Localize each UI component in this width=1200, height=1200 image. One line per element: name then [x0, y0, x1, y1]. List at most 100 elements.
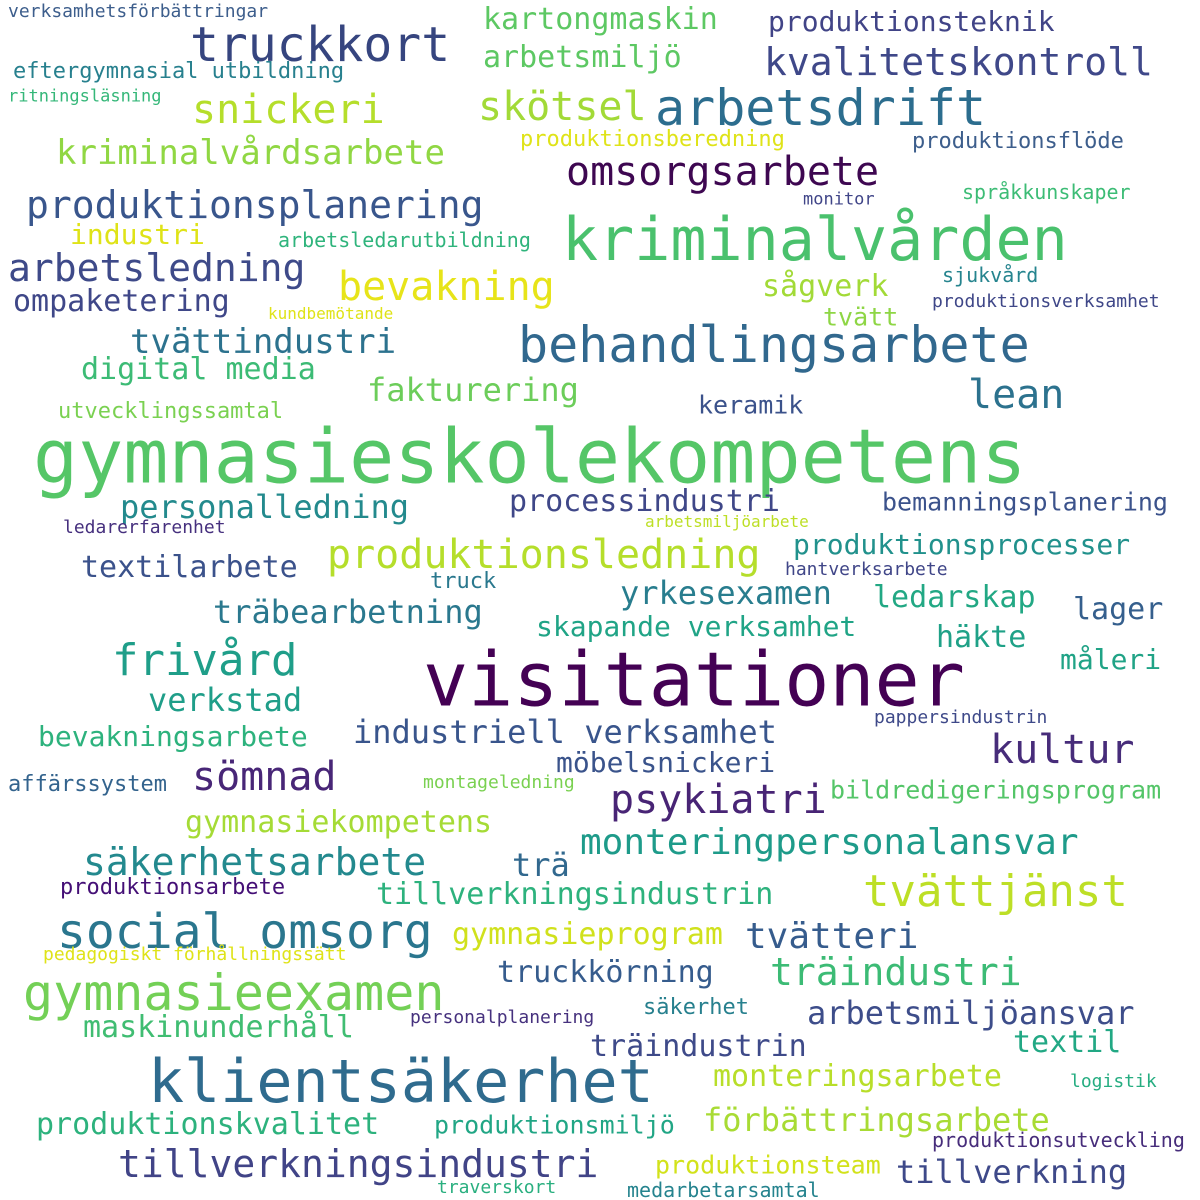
cloud-word: produktionsberedning: [520, 127, 785, 152]
cloud-word: arbetsledarutbildning: [278, 228, 531, 252]
cloud-word: sjukvård: [942, 263, 1039, 287]
cloud-word: bevakning: [338, 264, 555, 310]
cloud-word: fakturering: [367, 371, 579, 409]
cloud-word: träindustrin: [590, 1029, 807, 1064]
cloud-word: produktionsmiljö: [434, 1110, 675, 1140]
cloud-word: visitationer: [423, 635, 965, 724]
cloud-word: kundbemötande: [268, 304, 394, 323]
cloud-word: skötsel: [478, 84, 647, 130]
cloud-word: kriminalvårdsarbete: [56, 133, 445, 173]
cloud-word: produktionsflöde: [912, 129, 1124, 154]
cloud-word: ledarskap: [873, 580, 1036, 615]
cloud-word: ritningsläsning: [8, 86, 162, 107]
cloud-word: textilarbete: [81, 550, 298, 585]
cloud-word: produktionsprocesser: [793, 528, 1131, 561]
cloud-word: möbelsnickeri: [556, 746, 776, 779]
cloud-word: produktionsteam: [655, 1150, 881, 1180]
cloud-word: produktionsutveckling: [932, 1128, 1185, 1152]
cloud-word: tvättindustri: [130, 322, 397, 362]
cloud-word: monteringsarbete: [713, 1059, 1002, 1094]
cloud-word: kvalitetskontroll: [764, 40, 1153, 84]
cloud-word: kartongmaskin: [483, 2, 718, 37]
cloud-word: keramik: [698, 390, 804, 420]
cloud-word: produktionsteknik: [768, 5, 1055, 38]
cloud-word: träindustri: [770, 950, 1022, 994]
cloud-word: klientsäkerhet: [148, 1047, 654, 1117]
cloud-word: textil: [1013, 1025, 1122, 1060]
cloud-word: logistik: [1070, 1071, 1157, 1092]
cloud-word: pappersindustrin: [874, 707, 1048, 728]
cloud-word: behandlingsarbete: [518, 316, 1030, 374]
cloud-word: social omsorg: [57, 904, 433, 960]
cloud-word: omsorgsarbete: [566, 149, 880, 195]
cloud-word: industriell verksamhet: [353, 713, 777, 751]
cloud-word: arbetsdrift: [655, 79, 987, 137]
cloud-word: ompaketering: [13, 284, 230, 319]
cloud-word: lager: [1073, 592, 1164, 627]
cloud-word: personalplanering: [410, 1007, 595, 1028]
cloud-word: trä: [512, 846, 570, 884]
cloud-word: arbetsledning: [8, 246, 306, 290]
cloud-word: gymnasiekompetens: [185, 805, 493, 840]
cloud-word: sömnad: [192, 754, 337, 800]
cloud-word: kultur: [990, 727, 1135, 773]
cloud-word: häkte: [936, 620, 1027, 655]
cloud-word: hantverksarbete: [785, 559, 948, 580]
cloud-word: måleri: [1060, 643, 1162, 676]
cloud-word: produktionskvalitet: [36, 1107, 380, 1142]
cloud-word: truckkort: [190, 17, 451, 73]
cloud-word: truck: [430, 569, 497, 594]
cloud-word: pedagogiskt förhållningssätt: [43, 944, 347, 965]
cloud-word: maskinunderhåll: [83, 1010, 354, 1045]
cloud-word: eftergymnasial utbildning: [13, 59, 345, 84]
cloud-word: verkstad: [148, 681, 303, 719]
cloud-word: bemanningsplanering: [882, 487, 1168, 517]
cloud-word: montageledning: [423, 772, 575, 793]
cloud-word: förbättringsarbete: [703, 1101, 1050, 1139]
cloud-word: snickeri: [192, 87, 385, 133]
cloud-word: verksamhetsförbättringar: [8, 1, 269, 22]
cloud-word: träbearbetning: [213, 593, 483, 631]
cloud-word: frivård: [112, 635, 298, 686]
cloud-word: monitor: [803, 189, 875, 210]
cloud-word: säkerhet: [643, 995, 749, 1020]
cloud-word: utvecklingssamtal: [58, 399, 284, 424]
cloud-word: yrkesexamen: [620, 574, 832, 612]
cloud-word: skapande verksamhet: [536, 610, 857, 643]
cloud-word: ledarerfarenhet: [63, 517, 226, 538]
cloud-word: tillverkningsindustri: [118, 1142, 599, 1186]
cloud-word: processindustri: [509, 484, 780, 519]
cloud-word: psykiatri: [610, 777, 827, 823]
cloud-word: industri: [70, 218, 205, 251]
cloud-word: produktionsplanering: [26, 183, 484, 227]
cloud-word: gymnasieexamen: [23, 964, 445, 1022]
cloud-word: traverskort: [437, 1177, 557, 1198]
cloud-word: tvätt: [823, 302, 899, 332]
cloud-word: sågverk: [762, 269, 889, 304]
cloud-word: personalledning: [120, 488, 409, 526]
cloud-word: språkkunskaper: [962, 180, 1131, 204]
cloud-word: affärssystem: [8, 772, 167, 797]
cloud-word: kriminalvården: [562, 205, 1068, 275]
cloud-word: arbetsmiljöarbete: [645, 512, 809, 531]
cloud-word: tvätteri: [745, 916, 919, 957]
cloud-word: säkerhetsarbete: [83, 840, 427, 884]
cloud-word: bildredigeringsprogram: [830, 775, 1162, 805]
cloud-word: monteringpersonalansvar: [580, 822, 1079, 863]
cloud-word: bevakningsarbete: [38, 720, 308, 753]
cloud-word: tvättjänst: [863, 866, 1128, 917]
cloud-word: lean: [968, 372, 1065, 418]
cloud-word: gymnasieprogram: [452, 917, 723, 952]
cloud-word: arbetsmiljöansvar: [807, 994, 1135, 1032]
cloud-word: produktionsledning: [327, 532, 761, 578]
cloud-word: produktionsverksamhet: [932, 291, 1160, 312]
cloud-word: tillverkning: [896, 1153, 1128, 1191]
cloud-word: gymnasieskolekompetens: [33, 412, 1027, 501]
cloud-word: arbetsmiljö: [483, 40, 682, 75]
cloud-word: truckkörning: [497, 955, 714, 990]
cloud-word: produktionsarbete: [60, 875, 286, 900]
cloud-word: medarbetarsamtal: [627, 1178, 820, 1200]
cloud-word: digital media: [81, 352, 316, 387]
cloud-word: tillverkningsindustrin: [376, 877, 774, 912]
